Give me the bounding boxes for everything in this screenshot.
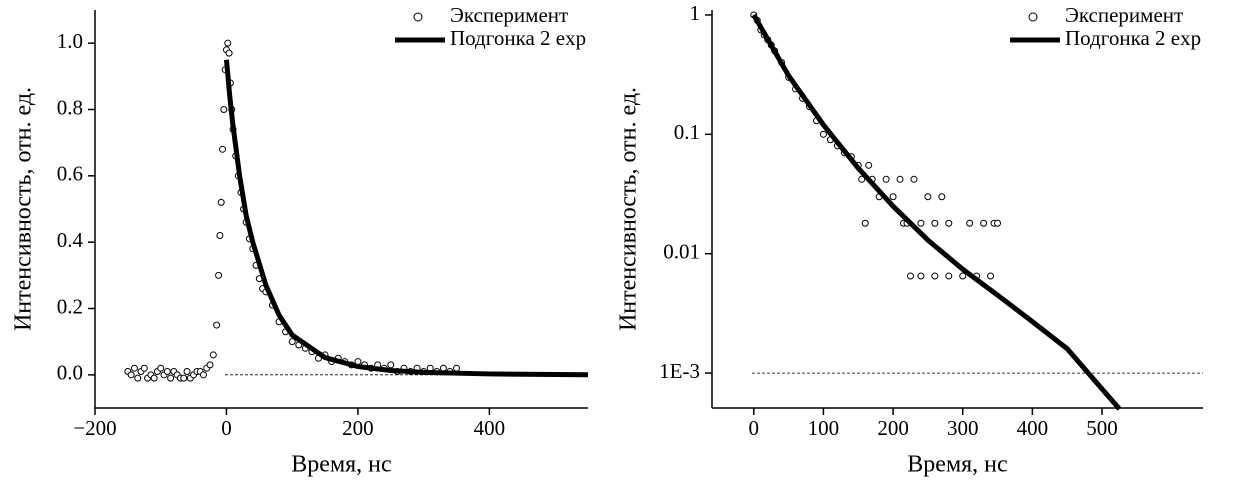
data-point (206, 361, 214, 369)
x-tick-label: 400 (1017, 416, 1049, 440)
y-axis-label: Интенсивность, отн. ед. (11, 87, 37, 331)
data-point (865, 161, 873, 169)
data-point (994, 219, 1002, 227)
legend-label: Эксперимент (450, 3, 568, 27)
data-point (980, 219, 988, 227)
data-point (931, 219, 939, 227)
x-tick-label: 300 (947, 416, 979, 440)
x-tick-label: 400 (474, 416, 506, 440)
x-tick-label: −200 (73, 416, 116, 440)
x-axis-label: Время, нс (907, 452, 1007, 478)
data-point (924, 193, 932, 201)
fit-line (751, 13, 1122, 411)
x-tick-label: 0 (221, 416, 232, 440)
y-tick-label: 1 (690, 1, 701, 25)
x-tick-label: 100 (808, 416, 840, 440)
data-point (861, 219, 869, 227)
legend-marker (413, 12, 423, 22)
fit-line (223, 59, 589, 378)
data-point (889, 193, 897, 201)
data-point (917, 272, 925, 280)
data-point (220, 106, 228, 113)
x-tick-label: 200 (342, 416, 374, 440)
data-point (966, 219, 974, 227)
y-tick-label: 0.1 (674, 120, 700, 144)
y-tick-label: 0.6 (57, 162, 83, 186)
data-point (157, 364, 165, 372)
data-point (127, 371, 135, 379)
data-point (917, 219, 925, 227)
data-point (882, 175, 890, 183)
data-point (216, 232, 224, 240)
y-tick-label: 0.2 (57, 294, 83, 318)
data-point (199, 371, 207, 379)
y-tick-label: 1E-3 (659, 359, 700, 383)
x-tick-label: 200 (877, 416, 909, 440)
data-point (910, 175, 918, 183)
legend-label: Эксперимент (1065, 3, 1183, 27)
data-point (224, 39, 232, 47)
data-point (167, 374, 175, 382)
y-tick-label: 0.8 (57, 95, 83, 119)
x-tick-label: 500 (1086, 416, 1118, 440)
data-point (134, 374, 142, 382)
data-point (387, 361, 395, 369)
data-point (288, 338, 296, 346)
data-point (959, 272, 967, 280)
y-tick-label: 1.0 (57, 29, 83, 53)
data-point (945, 272, 953, 280)
data-point (896, 175, 904, 183)
x-axis-label: Время, нс (291, 452, 391, 478)
data-point (140, 364, 148, 372)
y-tick-label: 0.01 (663, 240, 700, 264)
legend-label: Подгонка 2 exp (1065, 26, 1201, 50)
x-tick-label: 0 (749, 416, 760, 440)
data-point (225, 49, 233, 57)
data-point (219, 145, 227, 153)
data-point (130, 364, 138, 372)
data-point (150, 374, 158, 382)
data-point (858, 175, 866, 183)
legend-label: Подгонка 2 exp (450, 26, 586, 50)
data-point (213, 321, 221, 329)
data-point (183, 368, 191, 376)
data-point (209, 351, 217, 359)
data-point (163, 368, 171, 376)
legend-marker (1028, 12, 1038, 22)
data-point (931, 272, 939, 280)
y-tick-label: 0.4 (57, 228, 84, 252)
data-point (938, 193, 946, 201)
data-point (987, 272, 995, 280)
y-axis-label: Интенсивность, отн. ед. (616, 87, 642, 331)
data-point (180, 374, 188, 382)
data-point (906, 272, 914, 280)
data-point (945, 219, 953, 227)
data-point (217, 198, 225, 206)
data-point (819, 130, 827, 138)
data-point (453, 364, 461, 372)
y-tick-label: 0.0 (57, 361, 83, 385)
data-point (215, 271, 223, 279)
